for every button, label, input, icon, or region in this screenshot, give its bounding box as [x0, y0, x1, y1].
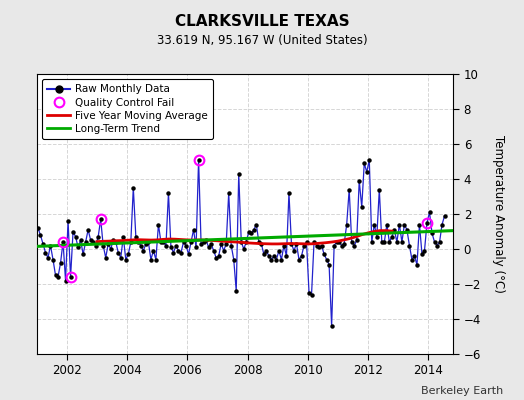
Y-axis label: Temperature Anomaly (°C): Temperature Anomaly (°C) [492, 135, 505, 293]
Text: CLARKSVILLE TEXAS: CLARKSVILLE TEXAS [174, 14, 350, 29]
Legend: Raw Monthly Data, Quality Control Fail, Five Year Moving Average, Long-Term Tren: Raw Monthly Data, Quality Control Fail, … [42, 79, 213, 139]
Text: Berkeley Earth: Berkeley Earth [421, 386, 503, 396]
Text: 33.619 N, 95.167 W (United States): 33.619 N, 95.167 W (United States) [157, 34, 367, 47]
